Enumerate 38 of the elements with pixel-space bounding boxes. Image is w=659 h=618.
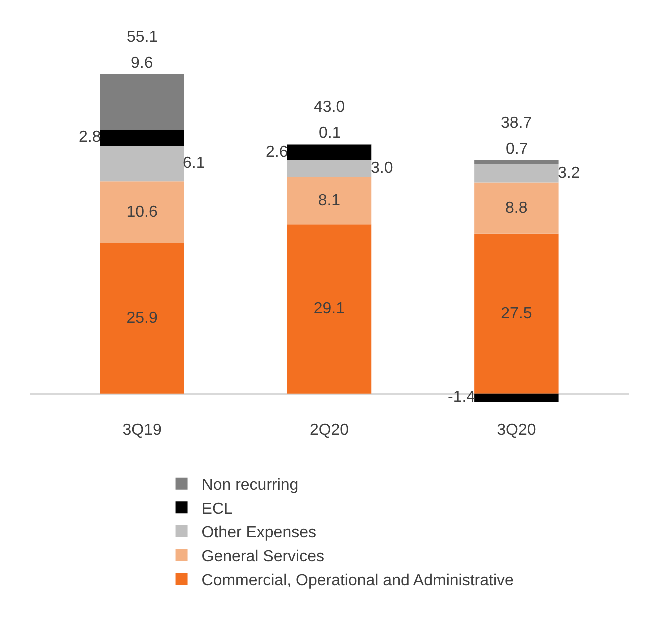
data-label: 8.1 bbox=[318, 192, 341, 210]
bar bbox=[287, 144, 372, 160]
data-label: 8.8 bbox=[506, 200, 528, 217]
data-label: 27.5 bbox=[501, 305, 532, 322]
total-label: 55.1 bbox=[127, 29, 158, 46]
data-label: 29.1 bbox=[314, 300, 346, 318]
bar bbox=[287, 178, 372, 225]
data-label: 9.6 bbox=[131, 55, 154, 72]
bar bbox=[100, 130, 184, 146]
data-label: 0.7 bbox=[506, 141, 528, 158]
legend-label: Non recurring bbox=[202, 477, 299, 494]
data-label: 3.2 bbox=[558, 165, 580, 182]
legend-label: Commercial, Operational and Administrative bbox=[202, 572, 514, 590]
bar bbox=[474, 234, 559, 394]
bar bbox=[287, 160, 372, 178]
legend-label: ECL bbox=[202, 500, 234, 518]
bar bbox=[474, 164, 559, 183]
legend-label: General Services bbox=[202, 548, 324, 566]
data-label: 6.1 bbox=[183, 155, 206, 172]
bar bbox=[100, 74, 184, 130]
bar bbox=[474, 182, 559, 234]
bar bbox=[287, 224, 372, 394]
bar bbox=[474, 160, 559, 164]
data-label: 0.1 bbox=[319, 125, 342, 142]
x-tick-label: 3Q19 bbox=[122, 422, 162, 439]
x-tick-label: 2Q20 bbox=[310, 422, 350, 439]
x-tick-label: 3Q20 bbox=[497, 422, 536, 439]
total-label: 38.7 bbox=[501, 115, 532, 132]
legend-label: Other Expenses bbox=[202, 524, 317, 542]
data-label: 3.0 bbox=[371, 160, 394, 177]
bar bbox=[100, 146, 184, 182]
bar bbox=[474, 394, 559, 402]
data-label: 2.6 bbox=[266, 144, 288, 161]
data-label: 25.9 bbox=[126, 310, 158, 328]
bar bbox=[100, 243, 184, 394]
data-label: 10.6 bbox=[126, 204, 158, 221]
total-label: 43.0 bbox=[314, 99, 346, 116]
bar bbox=[100, 182, 184, 244]
